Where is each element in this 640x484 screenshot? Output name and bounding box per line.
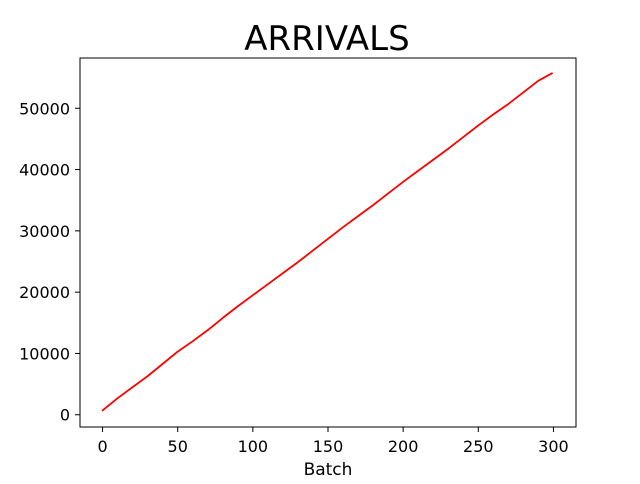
data-point: [372, 204, 374, 206]
data-point: [432, 159, 434, 161]
data-point: [192, 340, 194, 342]
x-tick-label: 200: [388, 437, 419, 456]
data-point: [462, 136, 464, 138]
data-point: [492, 113, 494, 115]
data-point: [522, 91, 524, 93]
x-tick-label: 250: [463, 437, 494, 456]
data-point: [101, 409, 104, 412]
data-point: [477, 124, 479, 127]
y-tick-label: 40000: [19, 161, 70, 180]
data-point: [537, 80, 540, 82]
data-point: [387, 192, 389, 195]
data-point: [252, 294, 254, 296]
y-tick-label: 30000: [19, 222, 70, 241]
data-point: [207, 329, 209, 331]
x-axis: 0 50 100 150 200 250 300: [97, 427, 569, 456]
data-point: [342, 226, 344, 228]
data-point: [402, 181, 404, 183]
data-point: [222, 317, 224, 319]
y-tick-label: 0: [60, 406, 70, 425]
y-axis: 0 10000 20000 30000 40000 50000: [19, 99, 80, 425]
x-tick-label: 50: [168, 437, 188, 456]
data-point: [132, 386, 134, 388]
x-tick-label: 300: [538, 437, 569, 456]
y-tick-label: 50000: [19, 99, 70, 118]
data-point: [327, 238, 329, 240]
data-point: [312, 249, 314, 252]
x-tick-label: 150: [313, 437, 344, 456]
x-axis-label: Batch: [304, 460, 353, 480]
x-tick-label: 0: [97, 437, 107, 456]
data-point: [507, 103, 509, 105]
data-point: [417, 170, 419, 172]
data-point: [237, 305, 239, 307]
series-layer: [101, 72, 553, 412]
data-point: [116, 397, 119, 399]
data-point: [162, 363, 164, 365]
data-point: [177, 351, 179, 353]
x-tick-label: 100: [238, 437, 269, 456]
data-point: [297, 261, 299, 263]
y-tick-label: 10000: [19, 344, 70, 363]
data-point: [147, 375, 149, 377]
data-point: [551, 72, 553, 74]
data-point: [357, 215, 359, 217]
series-line-0: [101, 72, 553, 412]
data-point: [282, 272, 284, 274]
y-tick-label: 20000: [19, 283, 70, 302]
data-point: [267, 283, 269, 285]
data-point: [447, 148, 449, 150]
chart-title: ARRIVALS: [244, 19, 409, 59]
